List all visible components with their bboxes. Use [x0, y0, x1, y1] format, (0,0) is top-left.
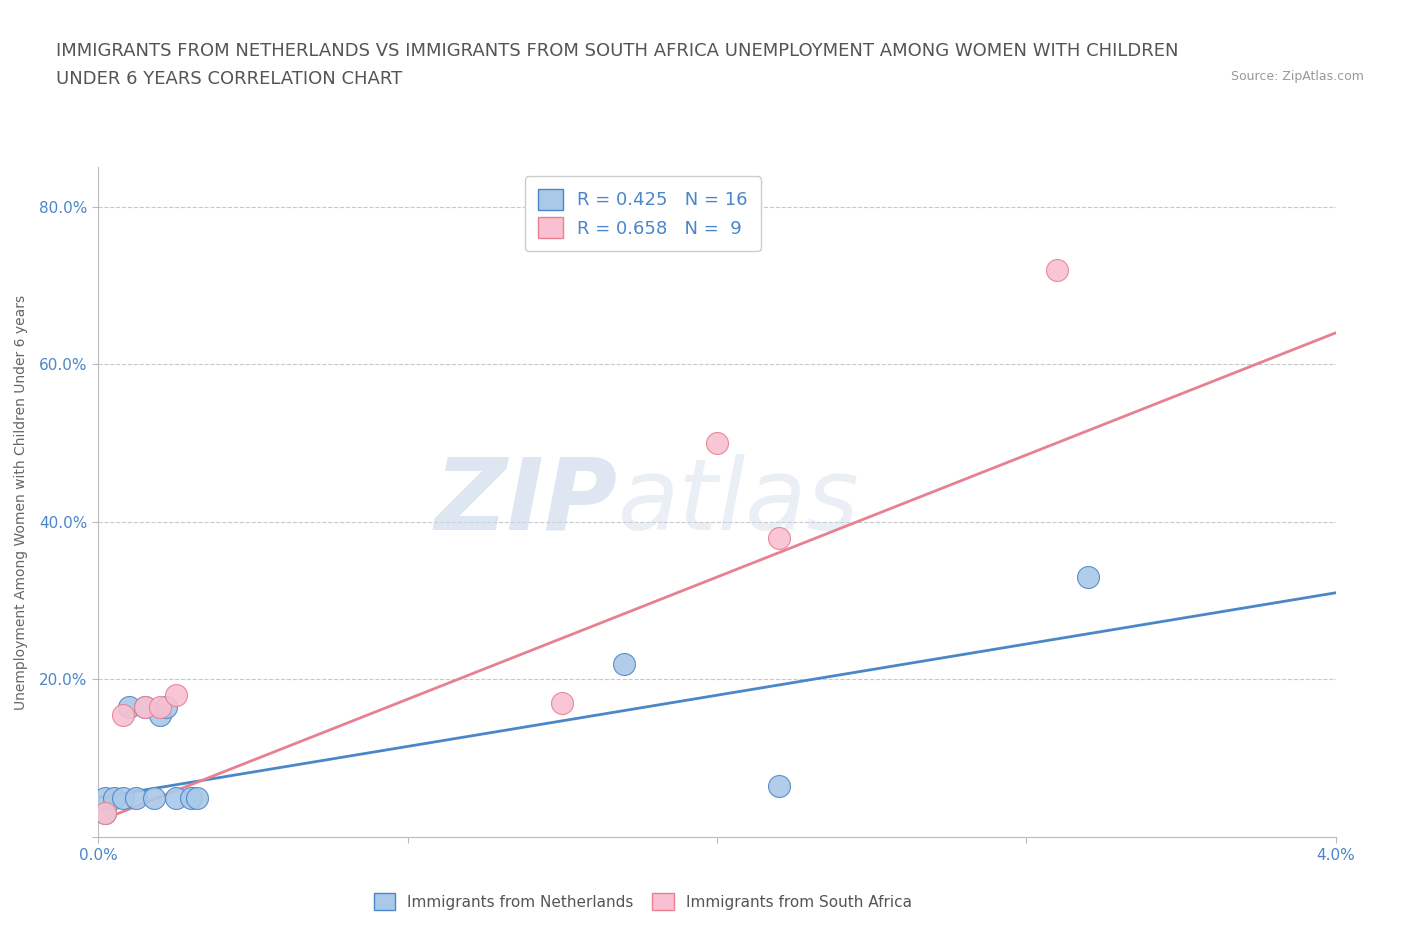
Point	[613, 657, 636, 671]
Point	[180, 790, 202, 805]
Point	[143, 790, 166, 805]
Point	[1046, 262, 1069, 277]
Point	[155, 699, 177, 714]
Legend: Immigrants from Netherlands, Immigrants from South Africa: Immigrants from Netherlands, Immigrants …	[368, 886, 918, 916]
Text: UNDER 6 YEARS CORRELATION CHART: UNDER 6 YEARS CORRELATION CHART	[56, 70, 402, 87]
Point	[1077, 569, 1099, 584]
Text: ZIP: ZIP	[434, 454, 619, 551]
Point	[551, 696, 574, 711]
Text: Source: ZipAtlas.com: Source: ZipAtlas.com	[1230, 70, 1364, 83]
Point	[165, 790, 187, 805]
Point	[93, 806, 115, 821]
Y-axis label: Unemployment Among Women with Children Under 6 years: Unemployment Among Women with Children U…	[14, 295, 28, 710]
Point	[124, 790, 146, 805]
Point	[103, 790, 125, 805]
Text: atlas: atlas	[619, 454, 859, 551]
Point	[134, 699, 156, 714]
Text: IMMIGRANTS FROM NETHERLANDS VS IMMIGRANTS FROM SOUTH AFRICA UNEMPLOYMENT AMONG W: IMMIGRANTS FROM NETHERLANDS VS IMMIGRANT…	[56, 42, 1178, 60]
Point	[768, 778, 790, 793]
Point	[149, 708, 172, 723]
Point	[93, 806, 115, 821]
Point	[149, 699, 172, 714]
Point	[165, 688, 187, 703]
Point	[768, 530, 790, 545]
Point	[706, 435, 728, 450]
Point	[112, 708, 135, 723]
Point	[93, 790, 115, 805]
Point	[118, 699, 141, 714]
Point	[134, 699, 156, 714]
Point	[186, 790, 208, 805]
Point	[112, 790, 135, 805]
